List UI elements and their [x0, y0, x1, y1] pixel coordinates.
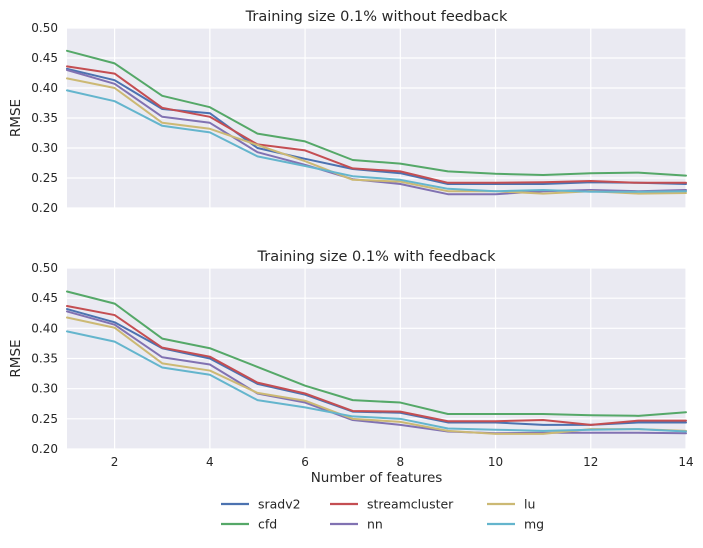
- series-line-cfd: [66, 290, 687, 417]
- y-tick-label: 0.30: [31, 382, 58, 396]
- series-line-mg: [66, 89, 687, 193]
- x-tick-label: 14: [678, 455, 693, 469]
- legend-label-nn: nn: [367, 517, 383, 532]
- legend-label-lu: lu: [524, 497, 535, 512]
- bottom-subplot: 0.20 0.25 0.30 0.35 0.40 0.45 0.50 2 4 6 8 10 12 14 Tr…: [8, 249, 694, 486]
- y-tick-label: 0.40: [31, 81, 58, 95]
- x-tick-label: 6: [301, 455, 309, 469]
- x-tick-label: 4: [206, 455, 214, 469]
- series-line-cfd: [66, 49, 687, 177]
- y-axis-label: RMSE: [8, 339, 24, 377]
- legend-label-mg: mg: [524, 517, 544, 532]
- y-tick-label: 0.45: [31, 51, 58, 65]
- x-tick-label: 10: [488, 455, 503, 469]
- y-tick-label: 0.50: [31, 261, 58, 275]
- series-line-mg: [66, 330, 687, 433]
- top-subplot: 0.20 0.25 0.30 0.35 0.40 0.45 0.50 Training siz…: [8, 9, 687, 215]
- x-tick-label: 2: [111, 455, 119, 469]
- y-tick-label: 0.25: [31, 171, 58, 185]
- y-tick-label: 0.25: [31, 412, 58, 426]
- series-line-streamcluster: [66, 305, 687, 426]
- y-tick-label: 0.35: [31, 352, 58, 366]
- series-line-streamcluster: [66, 65, 687, 184]
- legend-label-sradv2: sradv2: [258, 497, 301, 512]
- legend: sradv2 cfd streamcluster nn lu mg: [221, 497, 544, 532]
- y-axis-label: RMSE: [8, 99, 24, 137]
- x-axis-label: Number of features: [311, 470, 443, 486]
- y-tick-label: 0.20: [31, 201, 58, 215]
- y-tick-label: 0.30: [31, 141, 58, 155]
- y-tick-label: 0.35: [31, 111, 58, 125]
- subplot-title: Training size 0.1% without feedback: [245, 9, 508, 25]
- y-tick-label: 0.50: [31, 21, 58, 35]
- x-tick-label: 12: [583, 455, 598, 469]
- series-line-nn: [66, 310, 687, 435]
- y-tick-label: 0.20: [31, 442, 58, 456]
- subplot-title: Training size 0.1% with feedback: [257, 249, 497, 265]
- x-tick-label: 8: [396, 455, 404, 469]
- legend-label-streamcluster: streamcluster: [367, 497, 454, 512]
- y-tick-label: 0.40: [31, 321, 58, 335]
- y-tick-label: 0.45: [31, 291, 58, 305]
- legend-label-cfd: cfd: [258, 517, 277, 532]
